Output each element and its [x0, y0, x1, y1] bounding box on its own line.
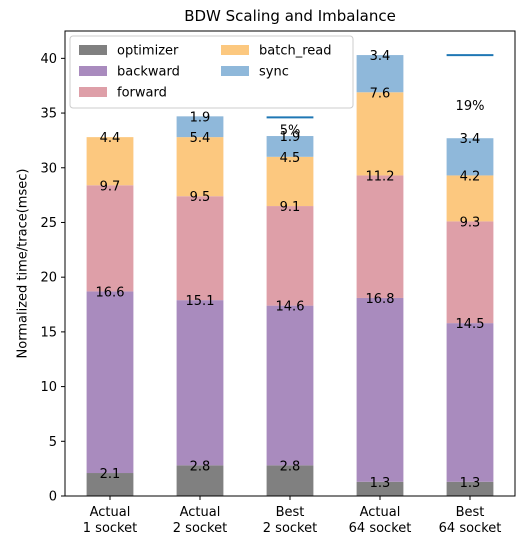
y-tick-label: 10	[40, 380, 57, 395]
legend-swatch-batch-read	[221, 45, 249, 55]
bar-forward-2	[176, 196, 224, 301]
bar-optimizer-1	[86, 473, 134, 496]
reference-annotation-1: 5%	[280, 123, 301, 138]
legend-swatch-forward	[79, 87, 107, 97]
x-tick-label: Actual 2 socket	[173, 505, 227, 536]
y-tick-label: 0	[49, 490, 57, 505]
x-tick-label: Best 64 socket	[439, 505, 502, 536]
bar-batch-read-3	[266, 156, 314, 207]
y-tick-label: 40	[40, 52, 57, 67]
y-axis-label: Normalized time/trace(msec)	[16, 169, 31, 359]
bar-backward-5	[446, 323, 494, 482]
legend-swatch-backward	[79, 66, 107, 76]
bar-sync-5	[446, 138, 494, 176]
segment-label-batch-read-1: 4.4	[100, 131, 121, 146]
bar-forward-1	[86, 185, 134, 292]
x-tick-label: Actual 1 socket	[83, 505, 137, 536]
bar-optimizer-5	[446, 481, 494, 496]
segment-label-batch-read-2: 5.4	[190, 131, 211, 146]
segment-label-forward-1: 9.7	[100, 179, 121, 194]
y-tick-label: 30	[40, 161, 57, 176]
y-tick-label: 35	[40, 107, 57, 122]
segment-label-backward-3: 14.6	[276, 300, 305, 315]
segment-label-sync-2: 1.9	[190, 110, 211, 125]
segment-label-forward-2: 9.5	[190, 190, 211, 205]
y-tick-label: 20	[40, 271, 57, 286]
y-tick-label: 5	[49, 435, 57, 450]
segment-label-optimizer-3: 2.8	[280, 459, 301, 474]
segment-label-optimizer-5: 1.3	[460, 476, 481, 491]
bar-backward-2	[176, 300, 224, 466]
y-tick-label: 25	[40, 216, 57, 231]
segment-label-batch-read-4: 7.6	[370, 86, 391, 101]
y-tick-label: 15	[40, 325, 57, 340]
segment-label-backward-4: 16.8	[366, 292, 395, 307]
legend-label-optimizer: optimizer	[117, 44, 179, 59]
legend-label-backward: backward	[117, 65, 180, 80]
legend-swatch-sync	[221, 66, 249, 76]
bar-sync-3	[266, 136, 314, 157]
segment-label-backward-5: 14.5	[456, 317, 485, 332]
segment-label-backward-2: 15.1	[186, 294, 215, 309]
segment-label-sync-4: 3.4	[370, 49, 391, 64]
segment-label-forward-5: 9.3	[460, 215, 481, 230]
segment-label-sync-3: 1.9	[280, 130, 301, 145]
bar-backward-3	[266, 305, 314, 466]
legend-swatch-optimizer	[79, 45, 107, 55]
bar-sync-4	[356, 55, 404, 93]
segment-label-optimizer-4: 1.3	[370, 476, 391, 491]
bar-forward-4	[356, 175, 404, 298]
segment-label-forward-3: 9.1	[280, 200, 301, 215]
chart-title: BDW Scaling and Imbalance	[184, 7, 396, 25]
plot-area: 2.1 16.6 9.7 4.4 2.8 15.1 9.5 5.4 1.9 2.8 14.6 9.1 4…	[40, 49, 501, 536]
segment-label-optimizer-1: 2.1	[100, 467, 121, 482]
x-tick-label: Best 2 socket	[263, 505, 317, 536]
plot-frame	[64, 30, 516, 497]
bar-batch-read-2	[176, 137, 224, 197]
legend-label-batch-read: batch_read	[259, 44, 331, 59]
segment-label-batch-read-5: 4.2	[460, 169, 481, 184]
segment-label-optimizer-2: 2.8	[190, 459, 211, 474]
bar-sync-2	[176, 116, 224, 138]
segment-label-backward-1: 16.6	[96, 285, 125, 300]
bar-optimizer-2	[176, 465, 224, 496]
segment-label-batch-read-3: 4.5	[280, 151, 301, 166]
bar-backward-4	[356, 297, 404, 482]
bar-optimizer-4	[356, 481, 404, 496]
bar-forward-5	[446, 221, 494, 324]
bar-batch-read-5	[446, 175, 494, 222]
bar-batch-read-4	[356, 92, 404, 176]
segment-label-sync-5: 3.4	[460, 132, 481, 147]
legend-box	[69, 35, 354, 109]
legend-label-forward: forward	[117, 86, 167, 101]
segment-label-forward-4: 11.2	[366, 169, 395, 184]
legend-label-sync: sync	[259, 65, 289, 80]
x-tick-label: Actual 64 socket	[349, 505, 412, 536]
reference-annotation-2: 19%	[456, 99, 485, 114]
bar-forward-3	[266, 206, 314, 306]
bar-batch-read-1	[86, 137, 134, 186]
bar-backward-1	[86, 291, 134, 474]
bar-optimizer-3	[266, 465, 314, 496]
